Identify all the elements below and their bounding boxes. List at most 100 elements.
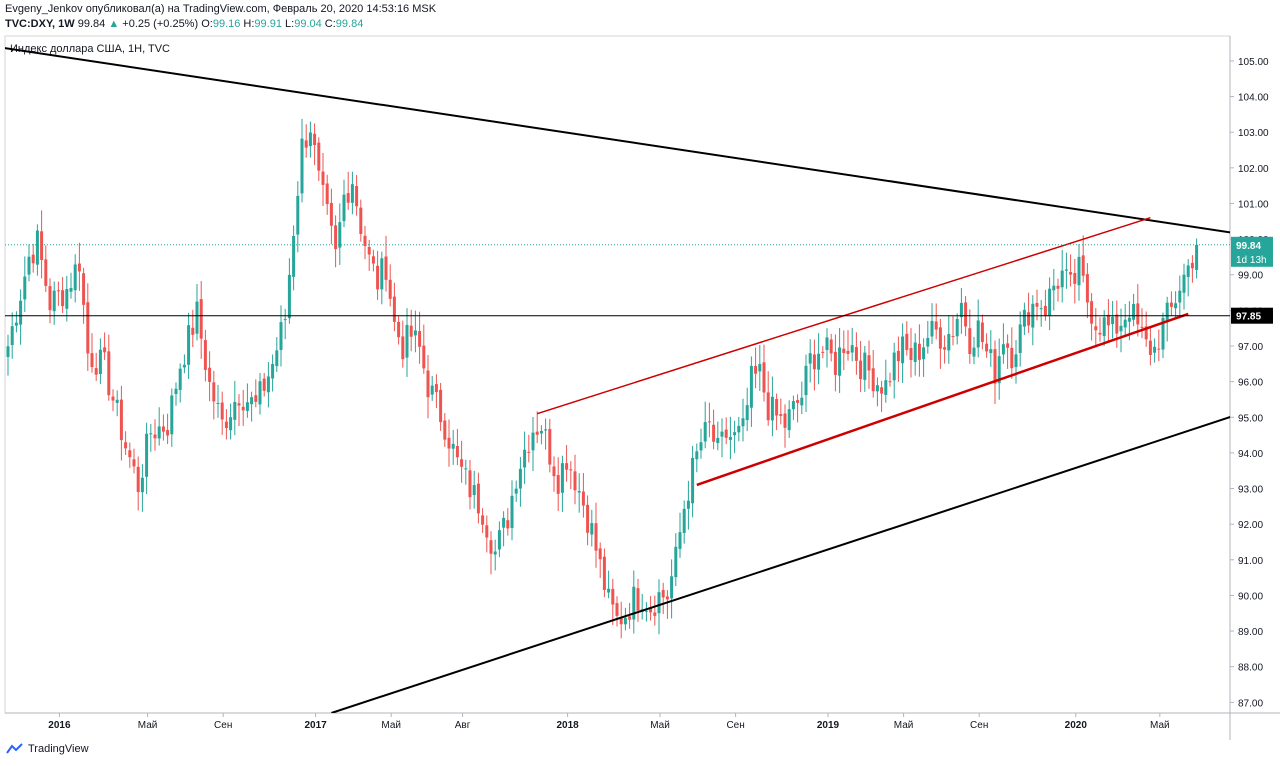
- change-arrow-icon: ▲: [108, 18, 120, 30]
- candle-body: [124, 442, 128, 449]
- candle-body: [313, 133, 317, 146]
- candle-body: [271, 363, 275, 379]
- candle-body: [787, 409, 791, 431]
- candle-body: [1052, 285, 1056, 291]
- candle-body: [52, 290, 56, 312]
- x-tick-label: Сен: [214, 720, 232, 731]
- candle-body: [632, 586, 636, 620]
- candle-body: [262, 378, 266, 391]
- candle-body: [1094, 326, 1098, 331]
- candle-body: [770, 396, 774, 421]
- x-tick-label: Сен: [726, 720, 744, 731]
- candle-body: [506, 520, 510, 529]
- candle-body: [107, 351, 111, 396]
- candle-body: [1102, 317, 1106, 337]
- candle-body: [1060, 270, 1064, 288]
- candle-body: [888, 381, 892, 383]
- candle-body: [754, 366, 758, 374]
- x-tick-label: Май: [1150, 720, 1170, 731]
- candle-body: [292, 235, 296, 277]
- x-tick-label: 2018: [556, 720, 579, 731]
- candle-body: [968, 328, 972, 355]
- close-value: 99.84: [335, 18, 364, 30]
- high-label: H:: [243, 18, 255, 30]
- candle-body: [539, 430, 543, 434]
- candle-body: [153, 434, 157, 439]
- candle-body: [418, 331, 422, 347]
- candle-body: [216, 403, 220, 405]
- x-tick-label: 2019: [817, 720, 840, 731]
- candle-body: [380, 258, 384, 290]
- candle-body: [800, 397, 804, 406]
- candle-body: [132, 459, 136, 467]
- y-tick-label: 88.00: [1238, 663, 1263, 674]
- candle-body: [859, 360, 863, 380]
- open-value: 99.16: [212, 18, 241, 30]
- last-price-label: 99.84: [1236, 241, 1261, 252]
- candle-body: [384, 256, 388, 280]
- candle-body: [930, 320, 934, 337]
- candle-body: [741, 418, 745, 427]
- low-value: 99.04: [294, 18, 322, 30]
- x-tick-label: 2016: [48, 720, 71, 731]
- candle-body: [1127, 317, 1131, 322]
- candle-body: [224, 421, 228, 429]
- candle-body: [938, 327, 942, 349]
- candle-body: [1174, 303, 1178, 309]
- candle-body: [94, 368, 98, 375]
- candle-body: [695, 451, 699, 460]
- candle-body: [686, 500, 690, 509]
- candle-body: [266, 376, 270, 393]
- candle-body: [497, 530, 501, 550]
- y-tick-label: 91.00: [1238, 556, 1263, 567]
- candle-body: [926, 337, 930, 347]
- candle-body: [644, 610, 648, 612]
- candle-body: [69, 287, 73, 292]
- candle-body: [808, 353, 812, 364]
- candle-body: [867, 355, 871, 371]
- candle-body: [628, 616, 632, 620]
- candle-body: [657, 592, 661, 614]
- candle-body: [397, 321, 401, 338]
- x-tick-label: 2020: [1065, 720, 1088, 731]
- high-value: 99.91: [254, 18, 282, 30]
- candle-body: [892, 352, 896, 381]
- y-tick-label: 94.00: [1238, 449, 1263, 460]
- candle-body: [779, 414, 783, 416]
- candle-body: [565, 463, 569, 470]
- candle-body: [791, 401, 795, 410]
- candle-body: [804, 365, 808, 396]
- y-axis: 87.00 88.00 89.00 90.00 91.00 92.00 93.00 94.00…: [1230, 57, 1269, 709]
- y-tick-label: 93.00: [1238, 485, 1263, 496]
- candle-body: [73, 264, 77, 291]
- candle-body: [699, 442, 703, 451]
- candle-body: [77, 263, 81, 272]
- candle-body: [502, 517, 506, 528]
- candle-body: [997, 356, 1001, 384]
- candle-body: [1069, 272, 1073, 275]
- candle-body: [1153, 346, 1157, 353]
- chart-title: Индекс доллара США, 1H, TVC: [10, 43, 170, 55]
- candle-body: [598, 548, 602, 560]
- candle-body: [665, 596, 669, 600]
- candle-body: [993, 349, 997, 384]
- candle-body: [229, 417, 233, 431]
- tradingview-logo-icon: [6, 743, 23, 754]
- candle-body: [1111, 316, 1115, 325]
- candle-body: [455, 446, 459, 458]
- candle-body: [909, 348, 913, 361]
- candle-body: [901, 336, 905, 364]
- candle-body: [174, 388, 178, 395]
- candle-body: [947, 334, 951, 351]
- candle-body: [896, 350, 900, 362]
- candle-body: [430, 385, 434, 395]
- y-tick-label: 87.00: [1238, 698, 1263, 709]
- candle-body: [1064, 269, 1068, 271]
- candle-body: [447, 437, 451, 449]
- candle-body: [388, 279, 392, 299]
- candle-body: [401, 336, 405, 360]
- candle-body: [863, 352, 867, 380]
- candle-body: [245, 402, 249, 411]
- candle-body: [426, 370, 430, 398]
